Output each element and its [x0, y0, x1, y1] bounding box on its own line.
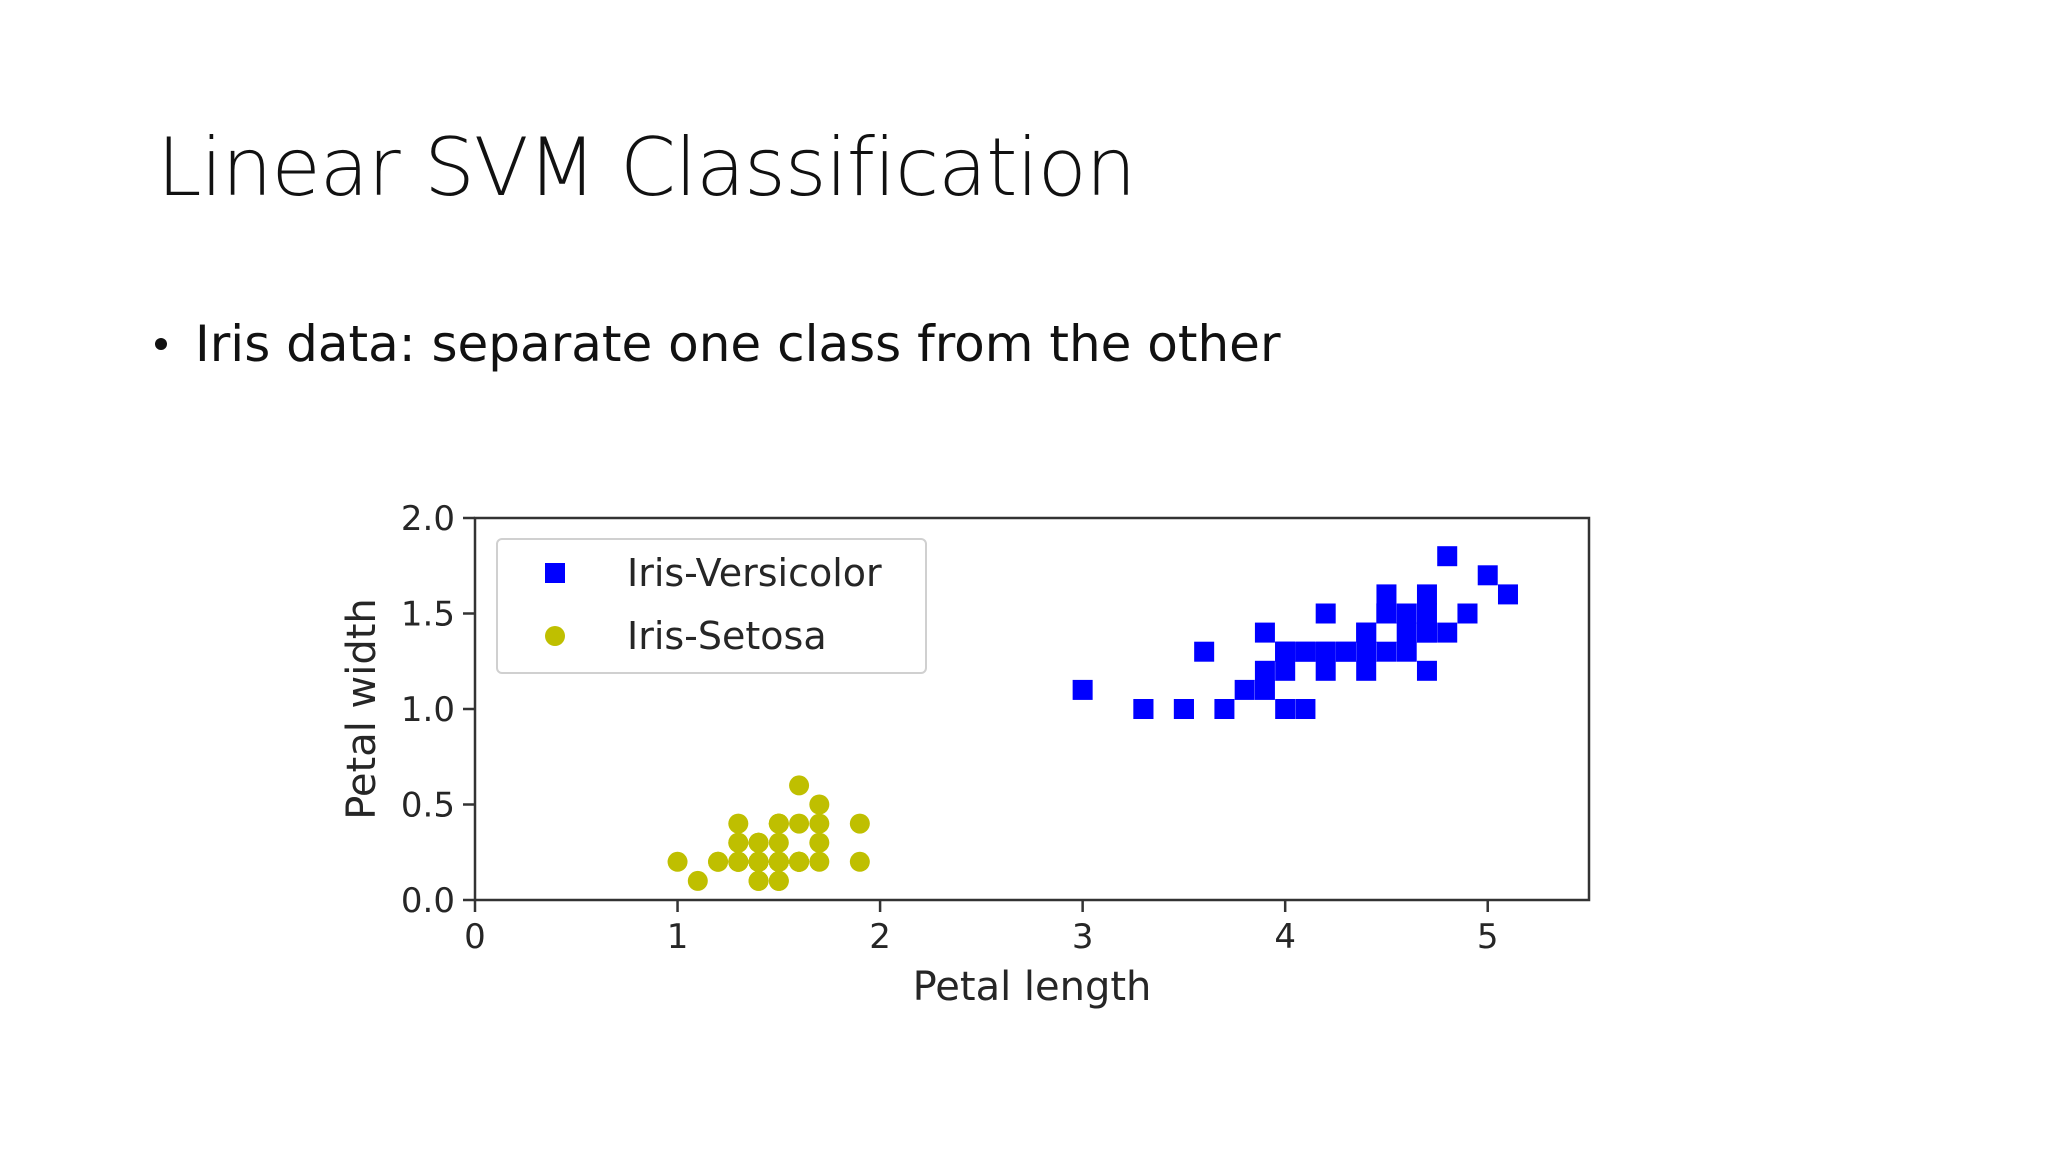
chart-marks: [667, 546, 1518, 891]
versicolor-point: [1254, 622, 1275, 643]
y-tick-label: 1.5: [401, 595, 455, 635]
x-tick-label: 3: [1072, 917, 1094, 957]
setosa-point: [748, 851, 769, 872]
y-tick-label: 0.5: [401, 786, 455, 826]
setosa-point: [789, 775, 810, 796]
x-tick-label: 4: [1274, 917, 1296, 957]
legend-label: Iris-Versicolor: [627, 551, 882, 595]
setosa-point: [748, 870, 769, 891]
versicolor-point: [1295, 641, 1316, 662]
versicolor-point: [1315, 603, 1336, 624]
setosa-point: [768, 870, 789, 891]
versicolor-point: [1315, 660, 1336, 681]
versicolor-point: [1254, 679, 1275, 700]
setosa-point: [728, 813, 749, 834]
versicolor-point: [1416, 660, 1437, 681]
setosa-point: [728, 832, 749, 853]
setosa-point: [809, 813, 830, 834]
setosa-point: [789, 813, 810, 834]
axis-ticks: 0 1 2 3 4 5 0.0 0.5 1.0 1.5 2.0: [401, 499, 1499, 957]
versicolor-point: [1335, 641, 1356, 662]
legend-label: Iris-Setosa: [627, 614, 827, 658]
versicolor-point: [1275, 660, 1296, 681]
versicolor-point: [1396, 641, 1417, 662]
y-tick-label: 2.0: [401, 499, 455, 539]
setosa-point: [789, 851, 810, 872]
bullet-list: Iris data: separate one class from the o…: [155, 308, 1281, 380]
bullet-item: Iris data: separate one class from the o…: [155, 308, 1281, 380]
bullet-dot-icon: [155, 338, 167, 350]
x-tick-label: 5: [1477, 917, 1499, 957]
setosa-point: [728, 851, 749, 872]
versicolor-point: [1194, 641, 1215, 662]
setosa-point: [849, 813, 870, 834]
chart-legend: Iris-Versicolor Iris-Setosa: [496, 538, 927, 674]
versicolor-point: [1275, 699, 1296, 719]
setosa-point: [667, 851, 688, 872]
versicolor-point: [1416, 622, 1437, 643]
versicolor-point: [1254, 660, 1275, 681]
setosa-point: [809, 794, 830, 815]
setosa-point: [687, 870, 708, 891]
x-axis-label: Petal length: [913, 964, 1152, 1010]
versicolor-point: [1315, 641, 1336, 662]
versicolor-point: [1416, 584, 1437, 605]
versicolor-point: [1356, 622, 1377, 643]
y-tick-label: 1.0: [401, 690, 455, 730]
bullet-text: Iris data: separate one class from the o…: [195, 315, 1281, 373]
versicolor-point: [1356, 641, 1377, 662]
x-tick-label: 1: [667, 917, 689, 957]
versicolor-point: [1416, 603, 1437, 624]
versicolor-point: [1234, 679, 1255, 700]
legend-setosa-marker: [545, 626, 565, 646]
versicolor-point: [1437, 622, 1458, 643]
x-tick-label: 2: [869, 917, 891, 957]
versicolor-point: [1396, 603, 1417, 624]
versicolor-point: [1396, 622, 1417, 643]
versicolor-point: [1477, 565, 1498, 586]
versicolor-point: [1356, 660, 1377, 681]
versicolor-point: [1173, 699, 1194, 719]
legend-box: [496, 538, 927, 674]
y-axis-label: Petal width: [339, 598, 385, 820]
x-tick-label: 0: [464, 917, 486, 957]
setosa-point: [748, 832, 769, 853]
versicolor-point: [1457, 603, 1478, 624]
y-tick-label: 0.0: [401, 881, 455, 921]
versicolor-point: [1376, 603, 1397, 624]
versicolor-point: [1275, 641, 1296, 662]
versicolor-point: [1376, 641, 1397, 662]
versicolor-point: [1133, 699, 1154, 719]
versicolor-point: [1376, 584, 1397, 605]
setosa-point: [768, 851, 789, 872]
setosa-point: [768, 813, 789, 834]
setosa-point: [849, 851, 870, 872]
versicolor-point: [1497, 584, 1518, 605]
versicolor-point: [1295, 699, 1316, 719]
versicolor-point: [1437, 546, 1458, 567]
slide-title: Linear SVM Classification: [157, 121, 1136, 214]
setosa-point: [708, 851, 729, 872]
versicolor-point: [1072, 679, 1093, 700]
setosa-point: [768, 832, 789, 853]
versicolor-point: [1214, 699, 1235, 719]
setosa-point: [809, 832, 830, 853]
setosa-point: [809, 851, 830, 872]
legend-versicolor-marker: [545, 563, 565, 583]
